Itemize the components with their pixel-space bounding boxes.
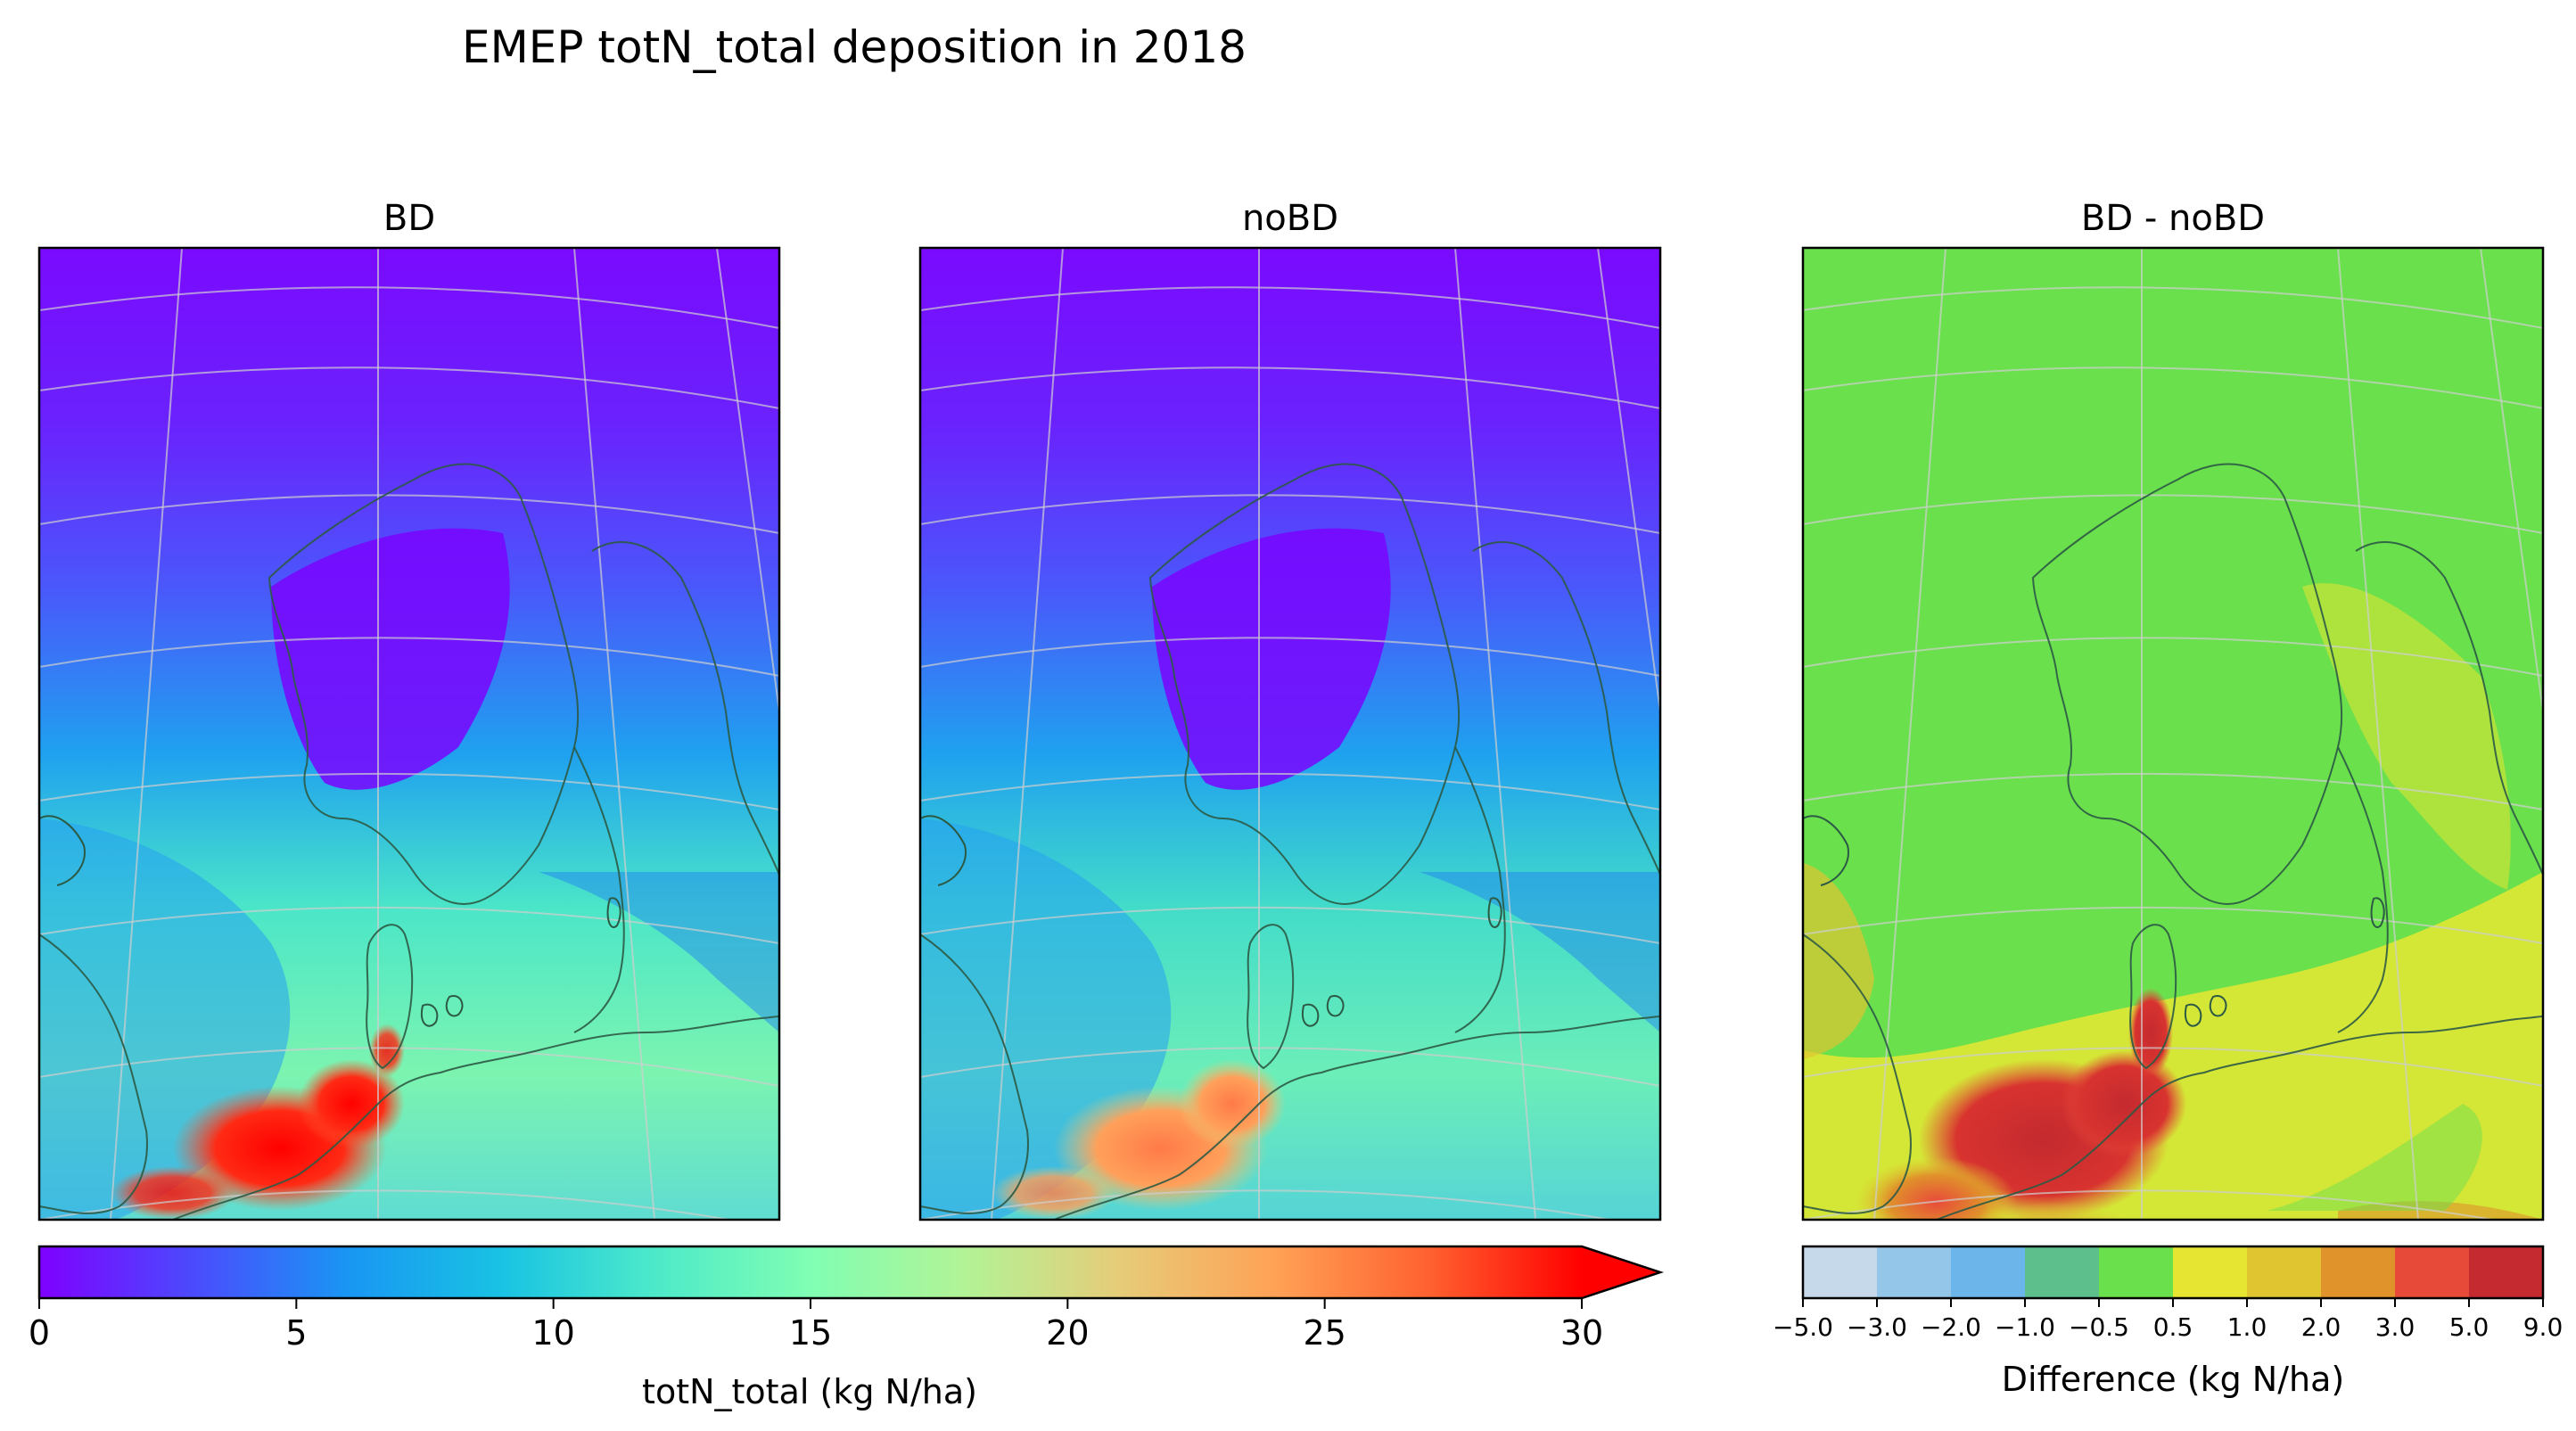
panel-diff: BD - noBD bbox=[1801, 198, 2545, 1221]
figure-title: EMEP totN_total deposition in 2018 bbox=[462, 21, 1247, 73]
map-nobd bbox=[920, 248, 1660, 1220]
panel-title-bd: BD bbox=[383, 198, 435, 239]
colorbar-diff-blocks bbox=[1803, 1246, 2544, 1298]
colorbar-main-tick-label: 15 bbox=[789, 1313, 832, 1353]
colorbar-diff-tick-label: 0.5 bbox=[2153, 1312, 2193, 1342]
colorbar-main-ticks: 0 5 10 15 20 25 30 bbox=[29, 1298, 1603, 1353]
colorbar-diff-tick-label: 9.0 bbox=[2523, 1312, 2564, 1342]
colorbar-diff-tick-label: −2.0 bbox=[1921, 1312, 1981, 1342]
colorbar-diff-tick-label: 3.0 bbox=[2375, 1312, 2416, 1342]
panel-nobd: noBD bbox=[918, 198, 1662, 1221]
colorbar-diff-block bbox=[2395, 1246, 2470, 1298]
colorbar-diff-tick-label: −1.0 bbox=[1995, 1312, 2055, 1342]
colorbar-diff-label: Difference (kg N/ha) bbox=[2002, 1360, 2344, 1399]
colorbar-diff-block bbox=[1803, 1246, 1878, 1298]
panel-title-nobd: noBD bbox=[1242, 198, 1338, 239]
colorbar-diff-tick-label: −3.0 bbox=[1847, 1312, 1907, 1342]
colorbar-diff-tick-label: −5.0 bbox=[1773, 1312, 1833, 1342]
colorbar-diff-tick-label: 5.0 bbox=[2449, 1312, 2490, 1342]
colorbar-diff-block bbox=[1951, 1246, 2026, 1298]
colorbar-main-tick-label: 5 bbox=[285, 1313, 307, 1353]
map-bd bbox=[39, 248, 779, 1220]
colorbar-diff: −5.0 −3.0 −2.0 −1.0 −0.5 0.5 1.0 2.0 3.0 5.0 9.0 D… bbox=[1773, 1245, 2563, 1399]
colorbar-diff-block bbox=[2247, 1246, 2322, 1298]
colorbar-diff-block bbox=[2469, 1246, 2544, 1298]
colorbar-diff-tick-label: −0.5 bbox=[2069, 1312, 2129, 1342]
colorbar-main-extend-arrow bbox=[1582, 1246, 1660, 1298]
colorbar-diff-tick-label: 1.0 bbox=[2227, 1312, 2267, 1342]
colorbar-main-tick-label: 30 bbox=[1560, 1313, 1603, 1353]
colorbar-diff-block bbox=[2099, 1246, 2174, 1298]
colorbar-main-gradient bbox=[39, 1246, 1582, 1298]
colorbar-main-tick-label: 25 bbox=[1303, 1313, 1346, 1353]
colorbar-main-tick-label: 0 bbox=[29, 1313, 50, 1353]
colorbar-main-label: totN_total (kg N/ha) bbox=[642, 1372, 977, 1411]
colorbar-diff-block bbox=[2025, 1246, 2100, 1298]
colorbar-diff-block bbox=[1877, 1246, 1952, 1298]
colorbar-diff-ticks: −5.0 −3.0 −2.0 −1.0 −0.5 0.5 1.0 2.0 3.0 5.0 9.0 bbox=[1773, 1298, 2563, 1342]
panel-title-diff: BD - noBD bbox=[2081, 198, 2265, 239]
colorbar-main-tick-label: 10 bbox=[531, 1313, 574, 1353]
colorbar-main: 0 5 10 15 20 25 30 totN_total (kg N/ha) bbox=[29, 1245, 1664, 1411]
colorbar-main-tick-label: 20 bbox=[1046, 1313, 1089, 1353]
colorbar-diff-block bbox=[2173, 1246, 2248, 1298]
colorbar-diff-block bbox=[2321, 1246, 2396, 1298]
panel-bd: BD bbox=[37, 198, 781, 1221]
colorbar-diff-tick-label: 2.0 bbox=[2301, 1312, 2341, 1342]
map-diff bbox=[1803, 248, 2543, 1220]
